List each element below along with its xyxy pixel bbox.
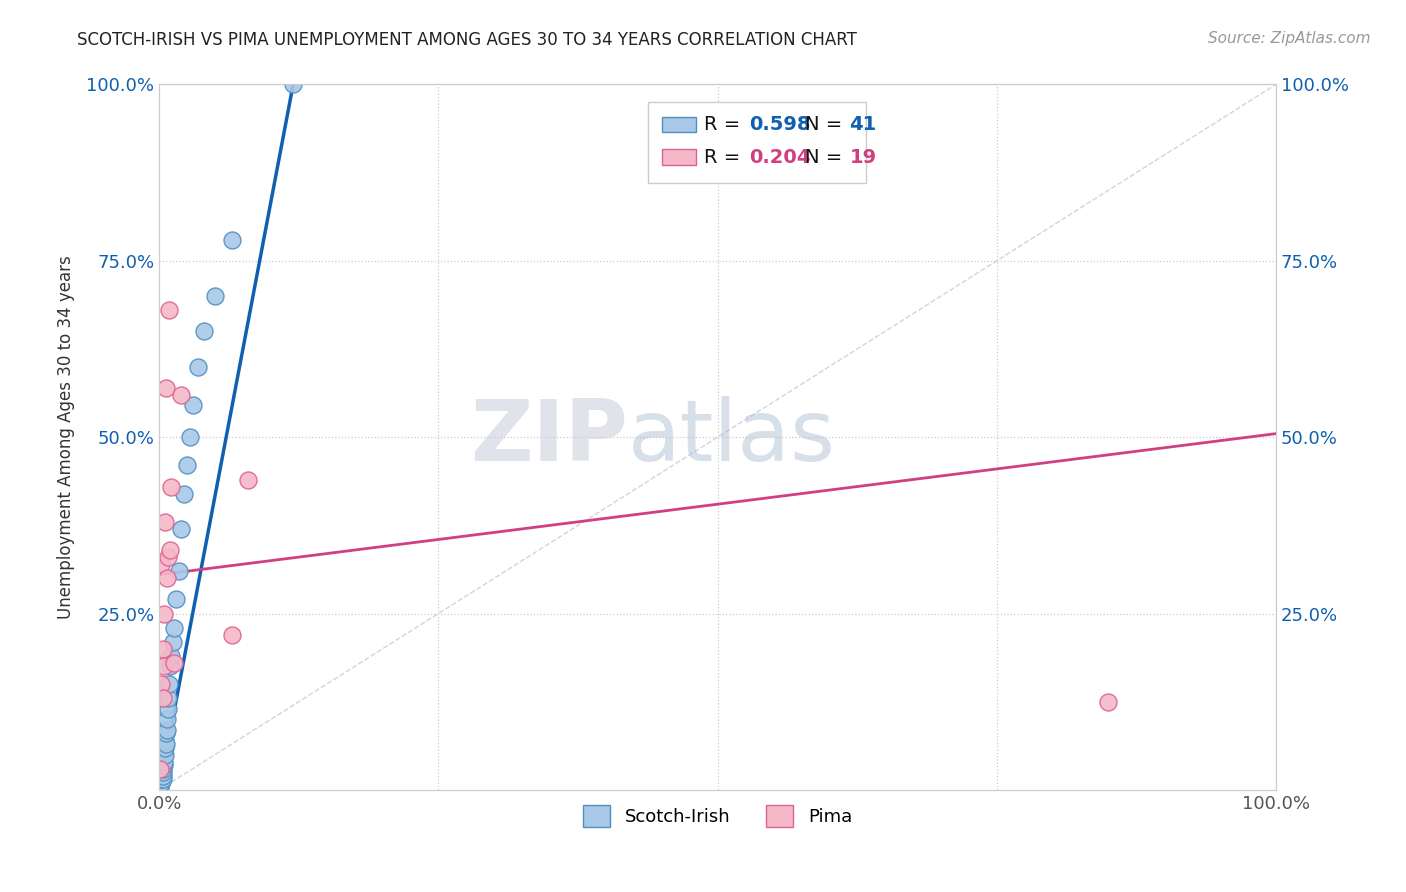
Point — [153, 747, 176, 762]
Text: atlas: atlas — [628, 396, 837, 479]
Point — [150, 769, 173, 783]
Point — [157, 702, 180, 716]
Point — [152, 765, 174, 780]
Text: 19: 19 — [849, 147, 876, 167]
Text: Source: ZipAtlas.com: Source: ZipAtlas.com — [1208, 31, 1371, 46]
Text: R =: R = — [704, 115, 747, 134]
Text: 0.204: 0.204 — [749, 147, 810, 167]
Point — [156, 571, 179, 585]
Point — [149, 780, 172, 794]
Point — [170, 522, 193, 536]
Y-axis label: Unemployment Among Ages 30 to 34 years: Unemployment Among Ages 30 to 34 years — [58, 255, 75, 619]
Point — [173, 486, 195, 500]
Point — [155, 726, 177, 740]
Point — [152, 607, 174, 621]
Point — [149, 762, 172, 776]
Point — [156, 723, 179, 737]
Point — [150, 677, 173, 691]
Point — [149, 780, 172, 794]
FancyBboxPatch shape — [648, 102, 866, 183]
Point — [160, 479, 183, 493]
Point — [152, 641, 174, 656]
Point — [149, 776, 172, 790]
Point — [238, 473, 260, 487]
Point — [221, 628, 243, 642]
Point — [152, 755, 174, 769]
Point — [204, 289, 226, 303]
Point — [156, 712, 179, 726]
FancyBboxPatch shape — [662, 117, 696, 132]
Point — [152, 758, 174, 772]
Point — [283, 78, 305, 92]
Point — [193, 324, 215, 338]
Point — [163, 656, 186, 670]
Text: SCOTCH-IRISH VS PIMA UNEMPLOYMENT AMONG AGES 30 TO 34 YEARS CORRELATION CHART: SCOTCH-IRISH VS PIMA UNEMPLOYMENT AMONG … — [77, 31, 858, 49]
Point — [153, 733, 176, 747]
Point — [159, 659, 181, 673]
Point — [221, 233, 243, 247]
Point — [170, 388, 193, 402]
Point — [150, 776, 173, 790]
Point — [157, 677, 180, 691]
Text: 0.598: 0.598 — [749, 115, 810, 134]
Point — [165, 592, 187, 607]
Point — [152, 772, 174, 787]
FancyBboxPatch shape — [662, 149, 696, 165]
Point — [163, 621, 186, 635]
Point — [150, 557, 173, 571]
Point — [157, 691, 180, 706]
Text: R =: R = — [704, 147, 747, 167]
Point — [159, 543, 181, 558]
Point — [1097, 695, 1119, 709]
Text: N =: N = — [804, 115, 848, 134]
Point — [152, 769, 174, 783]
Text: 41: 41 — [849, 115, 876, 134]
Point — [153, 740, 176, 755]
Text: N =: N = — [804, 147, 848, 167]
Point — [155, 381, 177, 395]
Point — [160, 648, 183, 663]
Point — [155, 737, 177, 751]
Point — [152, 762, 174, 776]
Point — [152, 691, 174, 706]
Text: ZIP: ZIP — [471, 396, 628, 479]
Point — [176, 458, 198, 473]
Point — [167, 564, 190, 578]
Point — [152, 659, 174, 673]
Point — [150, 776, 173, 790]
Point — [157, 303, 180, 318]
Point — [179, 430, 201, 444]
Point — [152, 758, 174, 772]
Legend: Scotch-Irish, Pima: Scotch-Irish, Pima — [576, 797, 859, 834]
Point — [152, 747, 174, 762]
Point — [153, 515, 176, 529]
Point — [162, 634, 184, 648]
Point — [181, 399, 204, 413]
Point — [187, 359, 209, 374]
Point — [157, 550, 180, 565]
Point — [150, 772, 173, 787]
